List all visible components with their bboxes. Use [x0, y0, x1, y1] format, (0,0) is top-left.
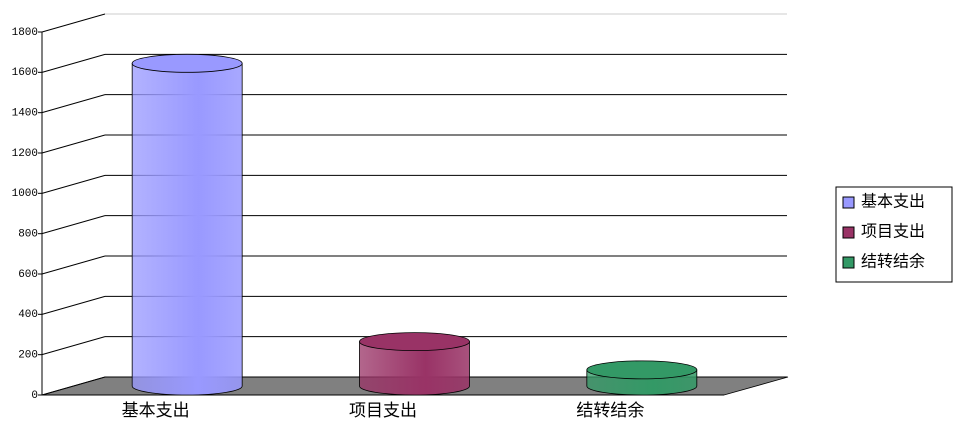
grid-line: [41, 336, 106, 356]
y-tick-label: 400: [18, 309, 38, 321]
y-tick-label: 1800: [12, 27, 38, 39]
bar: [131, 62, 243, 396]
y-tick-label: 600: [18, 269, 38, 281]
legend: [835, 186, 953, 283]
y-tick-label: 1600: [12, 67, 38, 79]
y-tick-label: 1000: [12, 188, 38, 200]
legend-swatch: [842, 256, 855, 269]
grid-line: [41, 94, 106, 114]
legend-label: 项目支出: [861, 223, 925, 241]
bar-top: [586, 360, 698, 380]
legend-swatch: [842, 196, 855, 209]
grid-line: [41, 174, 106, 194]
y-tick-label: 800: [18, 229, 38, 241]
bar-top: [131, 53, 243, 73]
y-tick-label: 1200: [12, 148, 38, 160]
bar-top: [359, 332, 470, 352]
legend-label: 结转结余: [861, 252, 925, 271]
grid-line: [41, 376, 106, 396]
y-tick-label: 0: [31, 390, 38, 402]
grid-line: [41, 134, 106, 154]
grid-line: [41, 255, 106, 275]
grid-line: [41, 13, 106, 33]
grid-line: [41, 53, 106, 73]
y-tick-label: 200: [18, 350, 38, 362]
grid-line: [41, 215, 106, 235]
x-tick-label: 结转结余: [576, 401, 644, 420]
legend-label: 基本支出: [861, 193, 925, 211]
grid-line: [41, 295, 106, 315]
x-tick-label: 基本支出: [122, 401, 190, 420]
bar: [359, 341, 470, 396]
x-tick-label: 项目支出: [349, 401, 417, 420]
legend-swatch: [842, 226, 855, 239]
y-tick-label: 1400: [12, 108, 38, 120]
